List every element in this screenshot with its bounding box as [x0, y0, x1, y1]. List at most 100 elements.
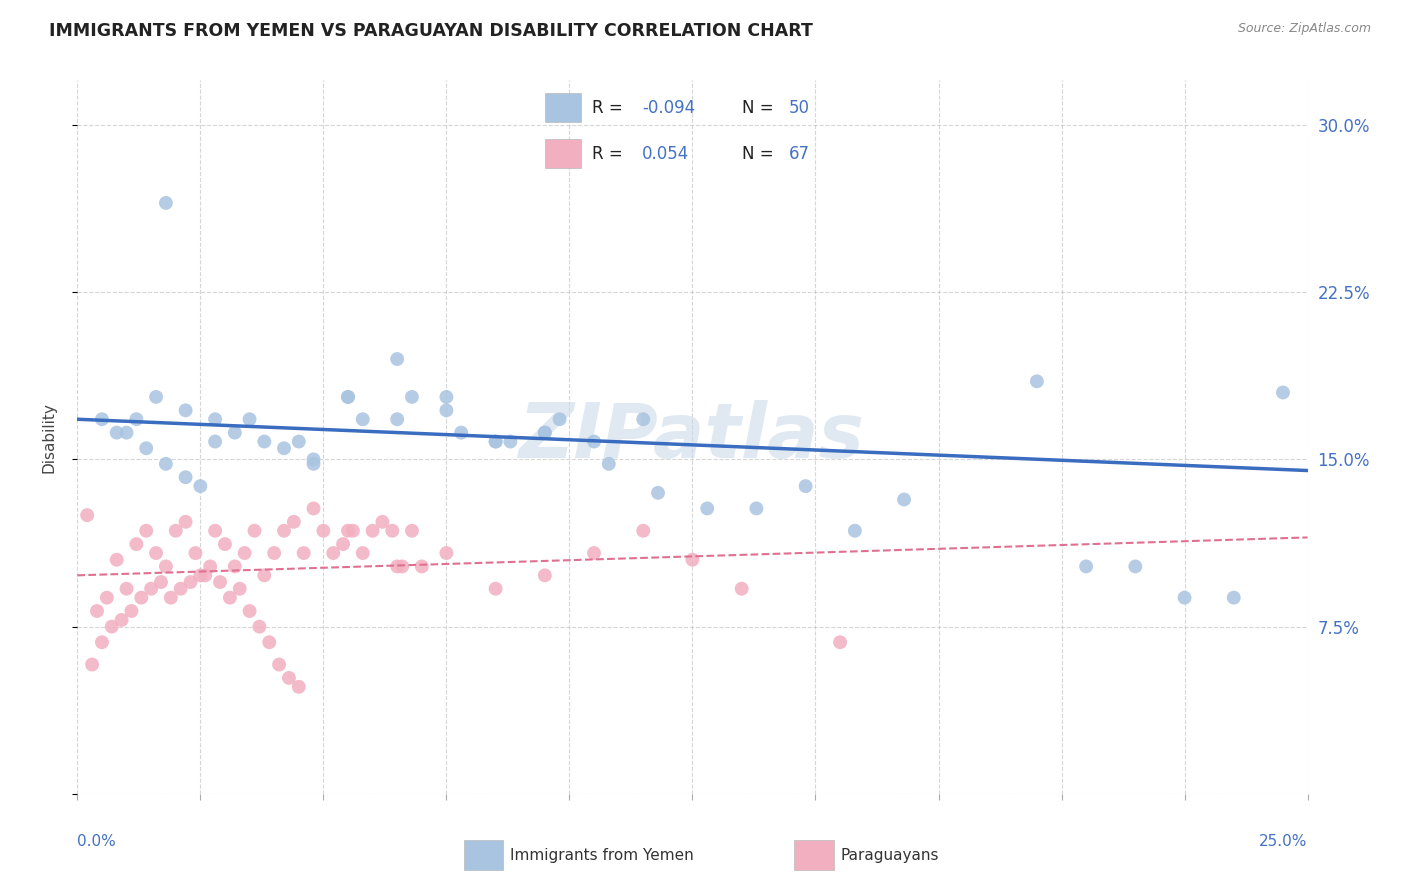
Point — [96, 591, 118, 605]
Point — [135, 442, 157, 455]
Point — [165, 524, 187, 538]
Point — [682, 552, 704, 567]
Point — [233, 546, 256, 560]
Point — [322, 546, 344, 560]
Point — [302, 457, 325, 471]
Point — [1223, 591, 1246, 605]
Point — [273, 442, 295, 455]
Point — [194, 568, 217, 582]
Text: Source: ZipAtlas.com: Source: ZipAtlas.com — [1237, 22, 1371, 36]
Point — [387, 412, 409, 426]
Text: 0.0%: 0.0% — [77, 834, 117, 849]
Point — [283, 515, 305, 529]
Text: -0.094: -0.094 — [641, 99, 695, 117]
Text: N =: N = — [742, 99, 779, 117]
Point — [436, 403, 458, 417]
Point — [239, 412, 262, 426]
Point — [190, 479, 212, 493]
Point — [155, 195, 177, 210]
Point — [125, 537, 148, 551]
Text: R =: R = — [592, 145, 627, 162]
Point — [583, 434, 606, 449]
Point — [1174, 591, 1197, 605]
Point — [583, 546, 606, 560]
Text: 50: 50 — [789, 99, 810, 117]
Point — [391, 559, 413, 574]
Point — [131, 591, 153, 605]
Text: ZIPatlas: ZIPatlas — [519, 401, 866, 474]
Point — [243, 524, 266, 538]
Point — [485, 434, 508, 449]
Point — [141, 582, 163, 596]
Point — [352, 546, 374, 560]
Point — [332, 537, 354, 551]
Point — [145, 546, 167, 560]
Point — [125, 412, 148, 426]
Point — [214, 537, 236, 551]
Text: Immigrants from Yemen: Immigrants from Yemen — [510, 848, 695, 863]
Point — [844, 524, 866, 538]
Point — [190, 568, 212, 582]
Point — [534, 425, 557, 440]
Point — [150, 574, 173, 589]
Point — [273, 524, 295, 538]
Point — [249, 619, 271, 633]
Point — [387, 351, 409, 366]
Point — [204, 524, 226, 538]
Point — [534, 568, 557, 582]
Point — [534, 425, 557, 440]
Point — [352, 412, 374, 426]
Text: Paraguayans: Paraguayans — [841, 848, 939, 863]
Point — [111, 613, 132, 627]
Point — [160, 591, 183, 605]
Point — [278, 671, 301, 685]
Point — [174, 470, 197, 484]
Point — [135, 524, 157, 538]
Point — [288, 434, 311, 449]
Point — [499, 434, 522, 449]
Point — [82, 657, 104, 672]
Point — [155, 457, 177, 471]
Point — [745, 501, 768, 516]
Point — [401, 390, 423, 404]
Point — [1076, 559, 1098, 574]
Point — [548, 412, 571, 426]
Point — [170, 582, 193, 596]
Point — [121, 604, 143, 618]
Point — [115, 425, 138, 440]
Point — [259, 635, 281, 649]
Point — [115, 582, 138, 596]
Point — [337, 390, 360, 404]
Point — [292, 546, 315, 560]
Point — [253, 568, 276, 582]
Point — [387, 559, 409, 574]
Point — [145, 390, 167, 404]
Text: 0.054: 0.054 — [641, 145, 689, 162]
Point — [76, 508, 98, 523]
Point — [200, 559, 222, 574]
Point — [219, 591, 242, 605]
Point — [342, 524, 364, 538]
Point — [180, 574, 202, 589]
Point — [731, 582, 754, 596]
Point — [302, 501, 325, 516]
Point — [239, 604, 262, 618]
Point — [312, 524, 335, 538]
Point — [174, 403, 197, 417]
Point — [105, 552, 128, 567]
Point — [485, 582, 508, 596]
Point — [485, 434, 508, 449]
Point — [224, 425, 246, 440]
FancyBboxPatch shape — [546, 139, 581, 168]
Text: IMMIGRANTS FROM YEMEN VS PARAGUAYAN DISABILITY CORRELATION CHART: IMMIGRANTS FROM YEMEN VS PARAGUAYAN DISA… — [49, 22, 813, 40]
Point — [1026, 375, 1049, 389]
Point — [401, 524, 423, 538]
Point — [436, 546, 458, 560]
Point — [893, 492, 915, 507]
Point — [337, 524, 360, 538]
FancyBboxPatch shape — [546, 94, 581, 122]
Point — [229, 582, 252, 596]
Point — [86, 604, 108, 618]
Point — [450, 425, 472, 440]
Point — [381, 524, 404, 538]
